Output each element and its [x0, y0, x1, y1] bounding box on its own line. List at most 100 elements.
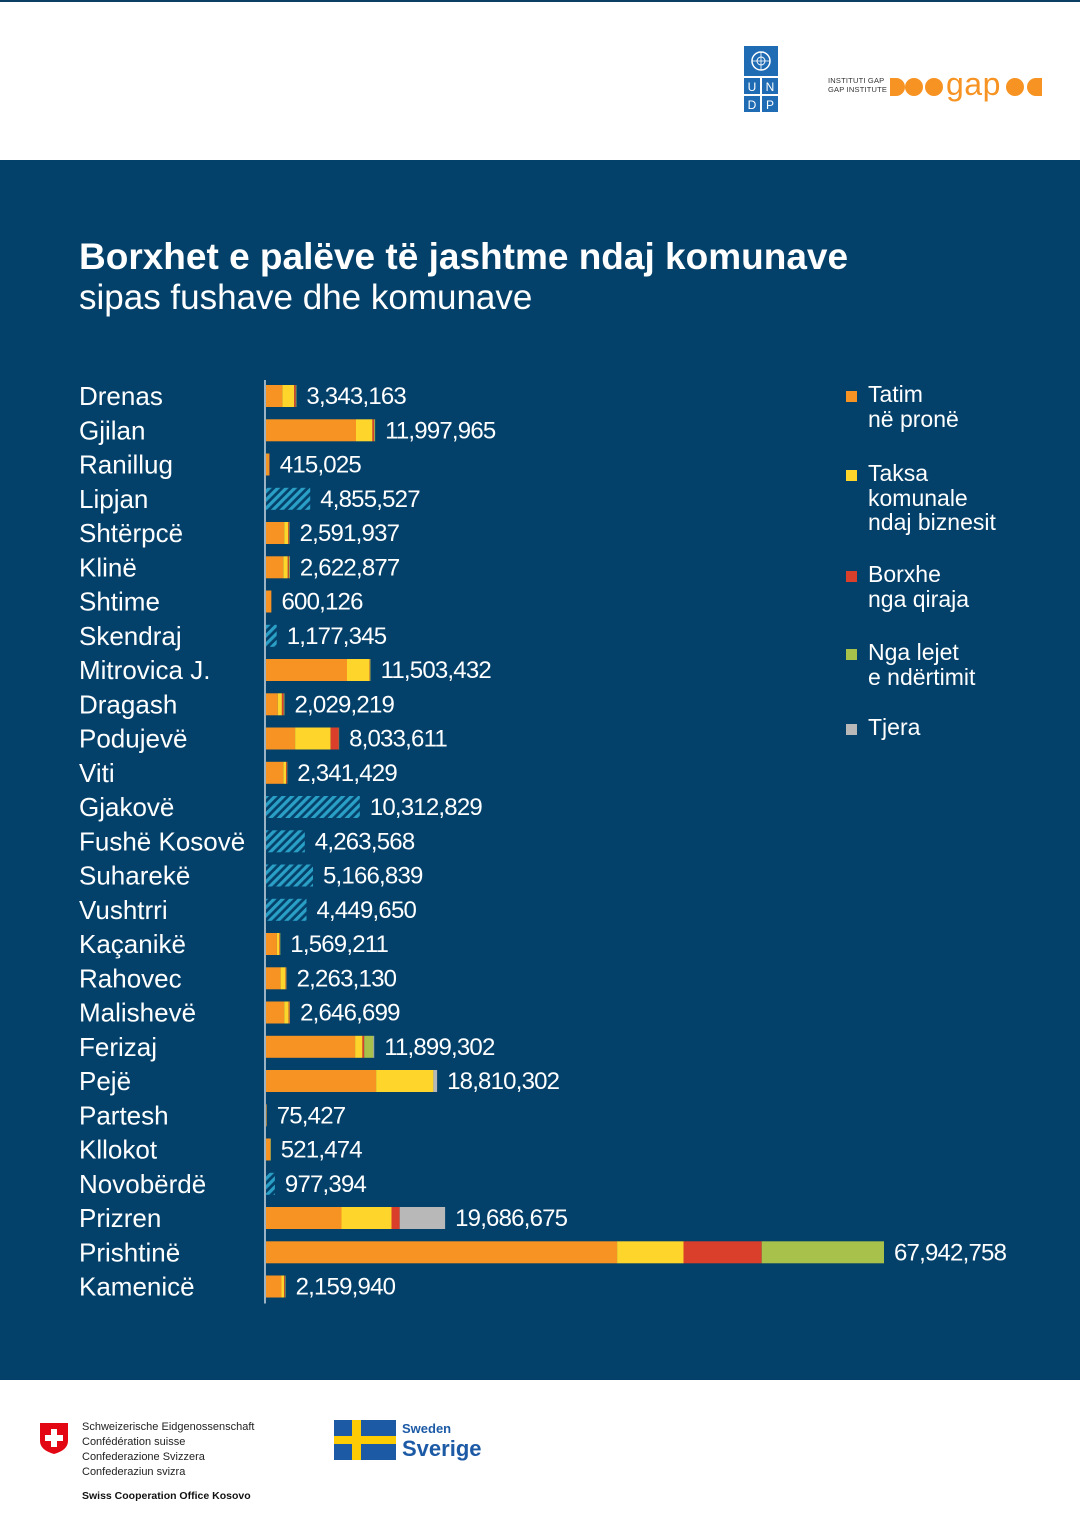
bar-segment: [373, 1035, 375, 1058]
bar-segment: [286, 761, 287, 784]
bar-segment: [266, 590, 271, 613]
bar-segment: [683, 1241, 762, 1264]
category-label: Malishevë: [79, 998, 196, 1028]
value-label: 5,166,839: [323, 863, 423, 890]
bar-segment: [266, 1070, 377, 1092]
bar-segment: [288, 522, 290, 544]
bar-segment: [268, 453, 270, 476]
value-label: 11,899,302: [384, 1034, 495, 1061]
bar-segment: [761, 1241, 884, 1264]
category-label: Skendraj: [79, 621, 182, 651]
value-label: 11,997,965: [385, 417, 496, 444]
category-label: Ranillug: [79, 450, 173, 480]
category-label: Vushtrri: [79, 895, 168, 925]
bar-segment: [347, 659, 370, 681]
bar-segment: [266, 933, 277, 955]
category-label: Ferizaj: [79, 1032, 157, 1062]
bar-segment: [391, 1207, 400, 1229]
category-label: Kaçanikë: [79, 929, 186, 959]
chart-subtitle: sipas fushave dhe komunave: [79, 278, 533, 317]
bar-segment: [284, 1275, 286, 1298]
bar-segment: [266, 1035, 356, 1058]
gap-dots-right-icon: [1006, 78, 1042, 96]
value-label: 600,126: [282, 589, 364, 616]
bar-segment: [277, 693, 282, 716]
value-label: 415,025: [280, 452, 362, 479]
category-label: Drenas: [79, 381, 163, 411]
legend-swatch: [846, 649, 857, 660]
category-label: Kamenicë: [79, 1272, 195, 1302]
bar-segment: [266, 1207, 342, 1229]
bar-segment: [276, 933, 280, 955]
bar-segment: [617, 1241, 684, 1264]
bar-segment: [399, 1207, 446, 1229]
value-label: 18,810,302: [447, 1068, 560, 1095]
swiss-office-label: Swiss Cooperation Office Kosovo: [82, 1490, 251, 1502]
undp-letter-p: P: [766, 98, 774, 112]
bar-segment: [341, 1207, 392, 1229]
category-label: Pejë: [79, 1066, 131, 1096]
bar-segment: [372, 419, 375, 442]
bar-segment: [288, 556, 290, 579]
value-label: 2,591,937: [300, 520, 400, 547]
bar-segment: [266, 693, 278, 716]
bar-segment: [295, 727, 331, 750]
category-label: Gjilan: [79, 415, 145, 445]
bar-segment: [266, 453, 269, 476]
legend-label: Nga lejet e ndërtimit: [868, 639, 976, 690]
bar-segment: [266, 1275, 282, 1298]
bar-segment: [287, 556, 289, 579]
bar-segment: [269, 453, 270, 476]
value-label: 19,686,675: [455, 1205, 568, 1232]
legend-swatch: [846, 470, 857, 481]
bar-segment: [281, 693, 284, 716]
bar-segment: [266, 487, 311, 510]
bar-segment: [266, 1138, 271, 1161]
value-label: 8,033,611: [349, 726, 447, 753]
legend-label: Tjera: [868, 714, 921, 740]
bar-segment: [284, 1001, 289, 1024]
value-label: 4,855,527: [320, 486, 420, 513]
bar-segment: [266, 761, 284, 784]
bar-segment: [355, 1035, 363, 1058]
sweden-label: Sweden: [402, 1421, 452, 1436]
category-label: Suharekë: [79, 861, 190, 891]
bar-segment: [285, 967, 287, 990]
bar-segment: [266, 624, 277, 647]
legend-label: Tatim në pronë: [868, 381, 959, 432]
bar-segment: [283, 693, 285, 716]
bar-segment: [266, 385, 283, 407]
bar-segment: [283, 556, 288, 579]
top-rule: [0, 0, 1080, 2]
swiss-flag-icon: [40, 1423, 68, 1454]
bar-segment: [284, 522, 289, 544]
category-label: Shtërpcë: [79, 518, 183, 548]
value-label: 67,942,758: [894, 1239, 1007, 1266]
swiss-confederation-text: Schweizerische Eidgenossenschaft Confédé…: [82, 1420, 254, 1480]
value-label: 1,569,211: [290, 931, 388, 958]
bar-segment: [266, 830, 305, 853]
category-label: Prizren: [79, 1203, 161, 1233]
bar-segment: [266, 727, 296, 750]
gap-line-2: GAP INSTITUTE: [828, 85, 888, 94]
bar-segment: [266, 522, 285, 544]
value-label: 10,312,829: [370, 794, 483, 821]
category-label: Partesh: [79, 1100, 169, 1130]
category-label: Kllokot: [79, 1135, 158, 1165]
bar-segment: [356, 419, 373, 442]
bar-segment: [330, 727, 339, 750]
bar-segment: [266, 1001, 285, 1024]
category-label: Prishtinë: [79, 1237, 180, 1267]
category-label: Podujevë: [79, 724, 187, 754]
value-label: 11,503,432: [381, 657, 492, 684]
value-label: 4,263,568: [315, 828, 415, 855]
sverige-label: Sverige: [402, 1436, 482, 1461]
bar-segment: [266, 1241, 618, 1264]
bar-segment: [282, 385, 295, 407]
value-label: 977,394: [285, 1171, 367, 1198]
legend-swatch: [846, 391, 857, 402]
category-label: Novobërdë: [79, 1169, 206, 1199]
swiss-line-4: Confederaziun svizra: [82, 1466, 186, 1478]
bar-segment: [281, 1275, 285, 1298]
